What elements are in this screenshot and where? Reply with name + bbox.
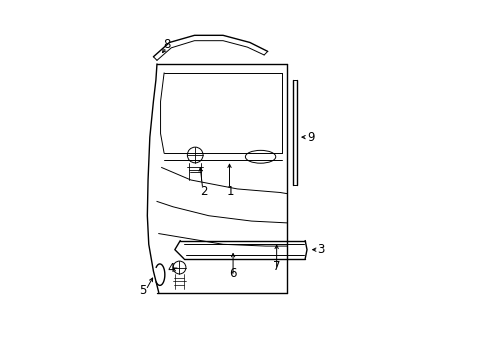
Text: 3: 3 [317, 243, 324, 256]
Text: 2: 2 [199, 185, 207, 198]
Text: 8: 8 [163, 38, 170, 51]
Text: 5: 5 [139, 284, 146, 297]
Text: 1: 1 [226, 185, 233, 198]
Text: 9: 9 [306, 131, 314, 144]
Text: 4: 4 [167, 262, 175, 275]
Text: 7: 7 [272, 260, 280, 273]
Text: 6: 6 [229, 267, 236, 280]
